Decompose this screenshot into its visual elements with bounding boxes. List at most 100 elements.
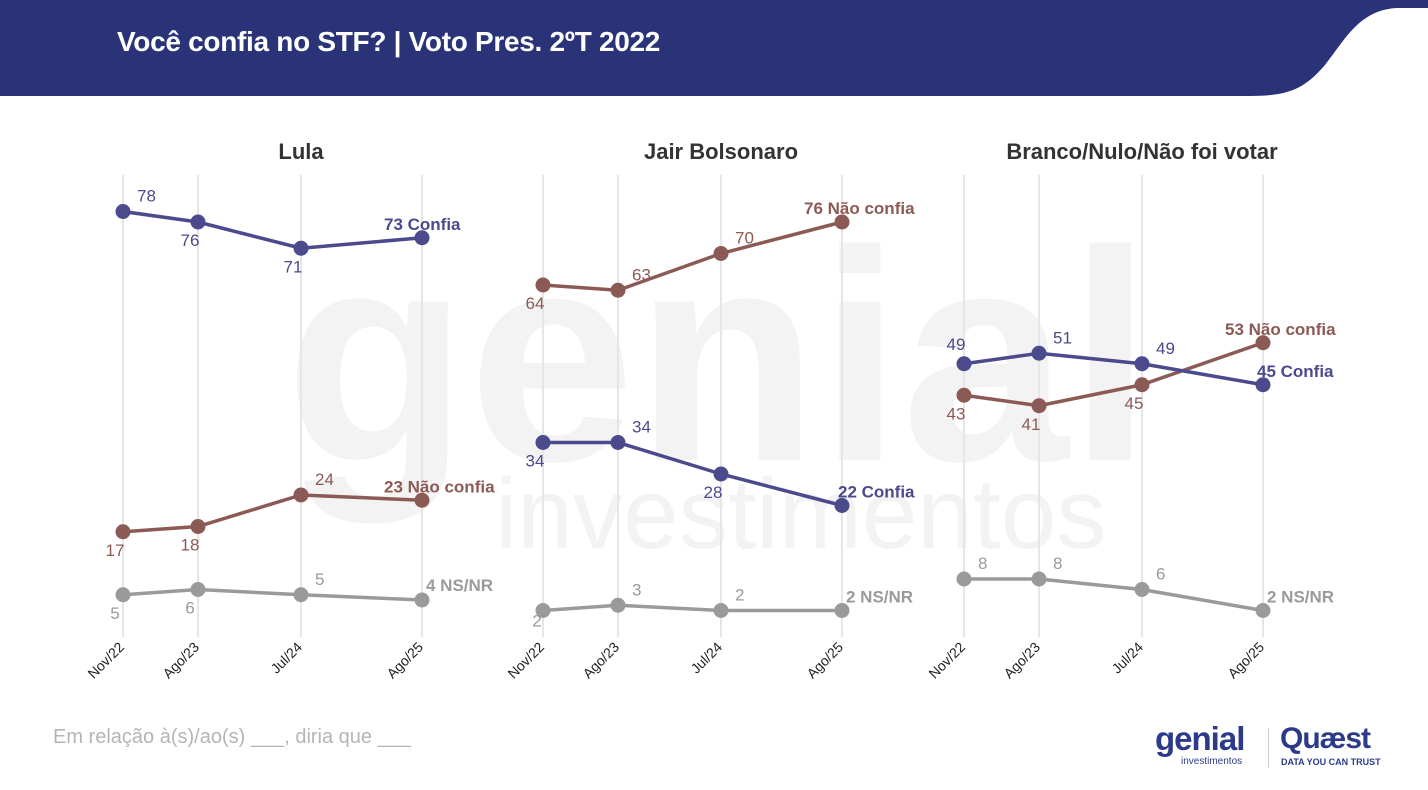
data-point: [610, 597, 626, 613]
series-line: [122, 493, 423, 534]
data-point: [713, 246, 729, 261]
series-end-label: 45 Confia: [1257, 362, 1334, 381]
watermark: genial investimentos: [285, 188, 1152, 570]
data-point: [293, 487, 309, 503]
data-label: 43: [947, 404, 966, 423]
x-tick-label: Jul/24: [267, 639, 305, 677]
data-label: 76: [181, 231, 200, 250]
x-tick-label: Ago/25: [803, 639, 846, 682]
series-ns-nr: 8 8 6 2 NS/NR: [956, 554, 1334, 618]
data-point: [190, 582, 206, 597]
data-point: [414, 492, 430, 508]
data-point: [1255, 377, 1271, 393]
data-point: [1255, 335, 1271, 351]
data-label: 71: [284, 257, 303, 276]
data-point: [293, 240, 309, 256]
data-point: [956, 387, 972, 403]
data-point: [190, 214, 206, 230]
logos: genial investimentos Quæst DATA YOU CAN …: [1155, 722, 1395, 772]
series-end-label: 53 Não confia: [1225, 320, 1336, 339]
data-point: [293, 587, 309, 603]
series-end-label: 4 NS/NR: [426, 576, 493, 595]
data-label: 6: [1156, 565, 1165, 584]
series-end-label: 2 NS/NR: [846, 588, 913, 607]
x-tick-label: Ago/23: [1000, 639, 1043, 682]
series-end-label: 76 Não confia: [804, 199, 915, 218]
data-point: [535, 277, 551, 293]
data-point: [834, 214, 850, 230]
data-label: 63: [632, 265, 651, 284]
x-tick-label: Ago/23: [579, 639, 622, 682]
data-point: [1134, 356, 1150, 372]
data-label: 5: [110, 604, 119, 623]
data-point: [834, 603, 850, 618]
footnote: Em relação à(s)/ao(s) ___, diria que ___: [53, 726, 411, 748]
data-label: 34: [632, 418, 651, 437]
panel-title: Lula: [278, 139, 324, 164]
data-label: 5: [315, 570, 324, 589]
logo-divider: [1268, 728, 1269, 768]
series-line: [122, 209, 423, 251]
data-label: 34: [526, 452, 545, 471]
data-point: [1134, 377, 1150, 393]
genial-logo-subtitle: investimentos: [1181, 756, 1243, 767]
data-label: 51: [1053, 328, 1072, 347]
header-banner: [0, 0, 1428, 96]
header-background: [0, 0, 1428, 96]
data-point: [1255, 603, 1271, 618]
x-tick-label: Nov/22: [925, 639, 968, 682]
data-label: 70: [735, 229, 754, 248]
data-point: [115, 204, 131, 219]
data-point: [713, 603, 729, 618]
data-label: 64: [526, 294, 545, 313]
data-point: [115, 524, 131, 540]
series-line: [964, 577, 1264, 613]
data-point: [115, 587, 131, 603]
x-tick-label: Ago/23: [159, 639, 202, 682]
data-label: 78: [137, 187, 156, 206]
data-label: 49: [947, 335, 966, 354]
genial-logo: genial: [1155, 720, 1245, 757]
series-line: [542, 603, 842, 613]
data-point: [713, 466, 729, 482]
data-point: [956, 356, 972, 372]
quaest-logo: Quæst: [1280, 722, 1371, 755]
x-tick-label: Jul/24: [687, 639, 725, 677]
panel-title: Jair Bolsonaro: [644, 139, 798, 164]
series-end-label: 73 Confia: [384, 215, 461, 234]
data-point: [1031, 345, 1047, 361]
data-label: 18: [181, 536, 200, 555]
series-end-label: 22 Confia: [838, 483, 915, 502]
data-point: [535, 603, 551, 618]
series-end-label: 2 NS/NR: [1267, 588, 1334, 607]
x-tick-label: Ago/25: [1224, 639, 1267, 682]
x-tick-label: Nov/22: [504, 639, 547, 682]
data-point: [414, 592, 430, 608]
data-label: 28: [704, 483, 723, 502]
data-label: 49: [1156, 339, 1175, 358]
chart-panel-0: Lula Nov/22 Ago/23 Jul/24 Ago/25 78 76 71 73 Con…: [84, 139, 495, 681]
data-label: 8: [978, 554, 987, 573]
x-tick-label: Nov/22: [84, 639, 127, 682]
series-confia: 34 34 28 22 Confia: [526, 418, 915, 513]
series-ns-nr: 5 6 5 4 NS/NR: [110, 570, 493, 623]
series-line: [122, 587, 423, 602]
panel-title: Branco/Nulo/Não foi votar: [1006, 139, 1278, 164]
data-point: [1031, 571, 1047, 587]
watermark-sub: investimentos: [495, 458, 1106, 570]
data-point: [1031, 398, 1047, 414]
data-point: [414, 230, 430, 246]
data-label: 24: [315, 470, 334, 489]
series-line: [542, 220, 843, 293]
series-line: [963, 351, 1264, 387]
data-label: 45: [1125, 394, 1144, 413]
x-tick-label: Jul/24: [1108, 639, 1146, 677]
data-label: 17: [106, 541, 125, 560]
data-point: [1134, 582, 1150, 597]
series-confia: 49 51 49 45 Confia: [947, 328, 1334, 393]
series-nao-confia: 64 63 70 76 Não confia: [526, 199, 916, 313]
data-label: 2: [735, 586, 744, 605]
page-title: Você confia no STF? | Voto Pres. 2ºT 202…: [117, 26, 661, 57]
series-end-label: 23 Não confia: [384, 477, 495, 496]
